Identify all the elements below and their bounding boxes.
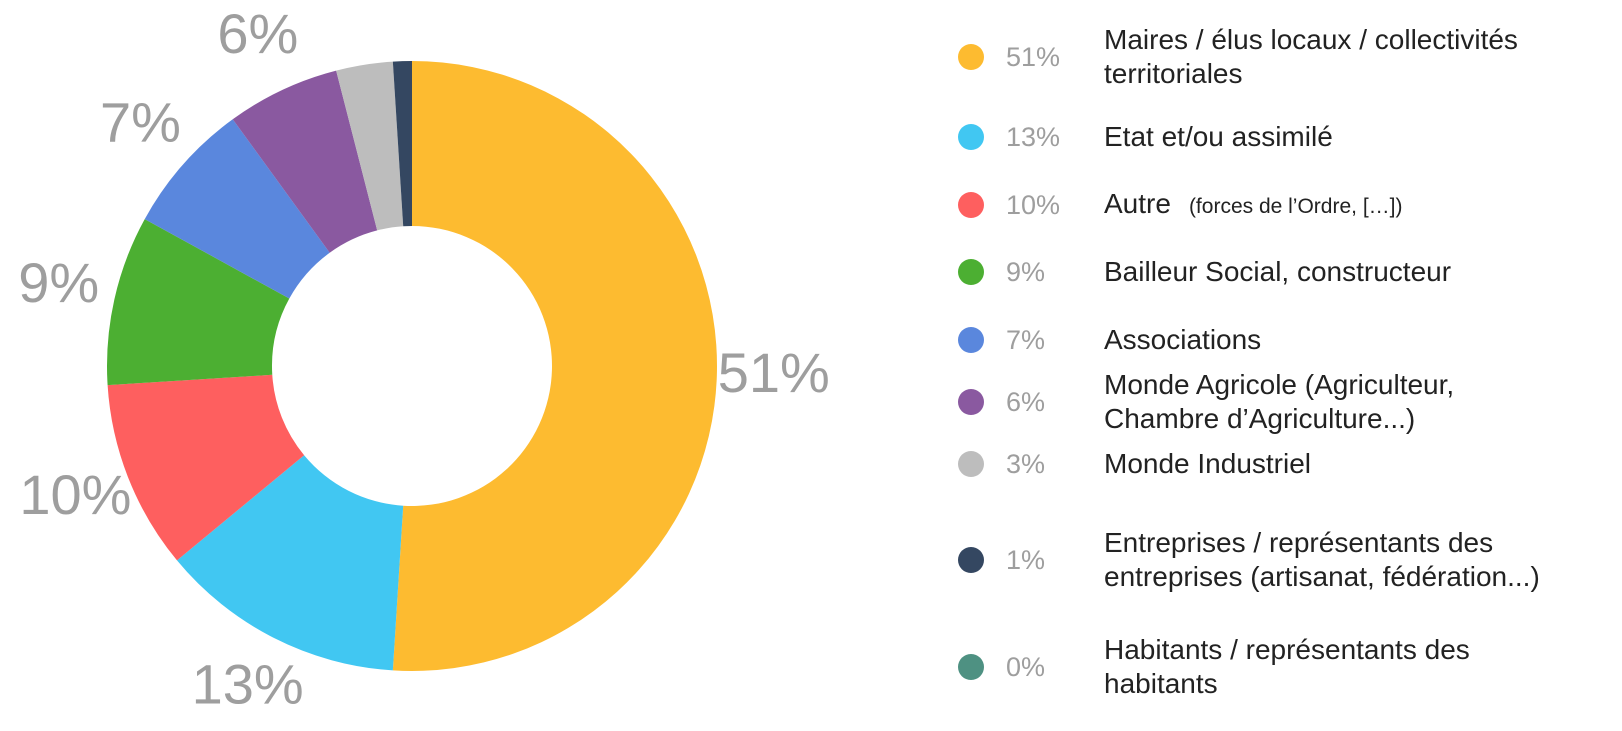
slice-label: 9% — [18, 251, 99, 314]
legend-text: Associations — [1104, 324, 1262, 355]
legend-value: 10% — [1006, 189, 1061, 220]
legend-item: 6% Monde Agricole (Agriculteur, Chambre d… — [950, 342, 1574, 462]
donut-slice — [144, 119, 330, 299]
donut-slice — [107, 219, 290, 386]
legend-item: 0% Habitants / représentants des habitant… — [950, 607, 1574, 727]
legend-marker — [958, 327, 984, 353]
legend-text: Monde Industriel — [1104, 448, 1312, 479]
legend-label: Monde Agricole (Agriculteur, Chambre d’A… — [1104, 368, 1574, 436]
legend-label: Associations — [1104, 323, 1574, 357]
legend-text: Etat et/ou assimilé — [1104, 121, 1333, 152]
legend-item: 3% Monde Industriel — [950, 404, 1574, 524]
legend-item: 9% Bailleur Social, constructeur — [950, 212, 1574, 332]
legend-label: Bailleur Social, constructeur — [1104, 255, 1574, 289]
legend-value: 7% — [1006, 324, 1046, 355]
legend-text: Monde Agricole (Agriculteur, Chambre d’A… — [1104, 369, 1455, 434]
slice-label: 13% — [192, 652, 304, 715]
legend-label: Habitants / représentants des habitants — [1104, 633, 1574, 701]
legend-marker — [958, 389, 984, 415]
legend-value: 13% — [1006, 121, 1061, 152]
legend-label: Maires / élus locaux / collectivités ter… — [1104, 23, 1574, 91]
donut-slice — [232, 70, 378, 253]
legend-note: (forces de l’Ordre, […]) — [1188, 194, 1403, 218]
legend-text: Maires / élus locaux / collectivités ter… — [1104, 24, 1518, 89]
legend-value: 3% — [1006, 448, 1046, 479]
legend-marker — [958, 547, 984, 573]
legend-label: Entreprises / représentants des entrepri… — [1104, 526, 1574, 594]
legend-value: 51% — [1006, 41, 1061, 72]
legend-text: Habitants / représentants des habitants — [1104, 634, 1470, 699]
legend-item: 1% Entreprises / représentants des entrep… — [950, 500, 1574, 620]
legend-text: Entreprises / représentants des entrepri… — [1104, 527, 1540, 592]
slice-label: 10% — [19, 463, 131, 526]
legend-value: 9% — [1006, 256, 1046, 287]
legend-label: Etat et/ou assimilé — [1104, 120, 1574, 154]
donut-slice — [176, 455, 404, 671]
legend-item: 7% Associations — [950, 280, 1574, 400]
donut-slice — [392, 61, 412, 227]
legend-value: 0% — [1006, 651, 1046, 682]
legend-item: 51% Maires / élus locaux / collectivités … — [950, 0, 1574, 117]
legend-marker — [958, 451, 984, 477]
slice-label: 7% — [100, 90, 181, 153]
slice-label: 51% — [718, 341, 830, 404]
legend-marker — [958, 44, 984, 70]
legend-item: 13% Etat et/ou assimilé — [950, 77, 1574, 197]
legend-label: Monde Industriel — [1104, 447, 1574, 481]
donut-slice — [336, 61, 404, 231]
donut-slice — [392, 61, 718, 672]
legend-text: Autre — [1104, 187, 1171, 219]
legend-marker — [958, 259, 984, 285]
slice-label: 6% — [217, 2, 298, 65]
legend-marker — [958, 124, 984, 150]
legend-item: 10% Autre (forces de l’Ordre, […]) — [950, 145, 1574, 265]
legend-label: Autre (forces de l’Ordre, […]) — [1104, 187, 1574, 224]
donut-slice — [107, 374, 305, 561]
legend-value: 6% — [1006, 386, 1046, 417]
legend-text: Bailleur Social, constructeur — [1104, 256, 1452, 287]
legend-marker — [958, 192, 984, 218]
legend-marker — [958, 654, 984, 680]
legend-value: 1% — [1006, 544, 1046, 575]
chart: 51% 13% 10% 9% 7% 6% — [18, 2, 830, 715]
